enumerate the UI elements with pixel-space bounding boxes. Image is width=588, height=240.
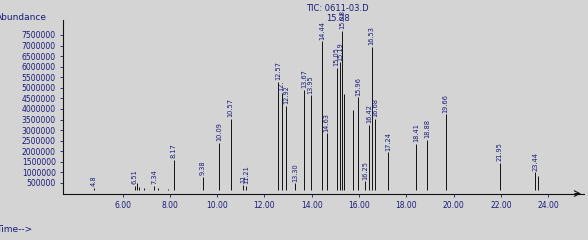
- Text: 8.17: 8.17: [171, 143, 177, 158]
- Text: 9.38: 9.38: [199, 160, 205, 175]
- Text: 16.68: 16.68: [372, 98, 378, 117]
- Text: Abundance: Abundance: [0, 13, 47, 22]
- Text: 23.44: 23.44: [532, 152, 538, 171]
- Text: 14.63: 14.63: [324, 113, 330, 132]
- Text: 11.21: 11.21: [243, 166, 249, 184]
- Text: 18.88: 18.88: [424, 119, 430, 138]
- Text: 15.28: 15.28: [339, 10, 345, 29]
- Text: 18.41: 18.41: [413, 123, 419, 142]
- Text: 15.96: 15.96: [355, 77, 361, 96]
- Text: 12.: 12.: [279, 81, 285, 91]
- Text: 7.34: 7.34: [151, 169, 157, 184]
- Text: 14.44: 14.44: [319, 21, 325, 40]
- Text: 16.25: 16.25: [362, 161, 368, 180]
- Text: 12.92: 12.92: [283, 85, 289, 104]
- Text: 11: 11: [240, 175, 246, 183]
- Text: 4.8: 4.8: [91, 175, 97, 186]
- Text: 21.95: 21.95: [497, 142, 503, 161]
- Text: 16.42: 16.42: [366, 104, 372, 123]
- Text: 13.95: 13.95: [308, 75, 313, 94]
- Text: 15.19: 15.19: [337, 42, 343, 61]
- Text: 10.09: 10.09: [216, 122, 222, 141]
- Text: Time-->: Time-->: [0, 225, 32, 234]
- Text: 12.57: 12.57: [275, 61, 281, 80]
- Text: TIC: 0611-03.D
15.28: TIC: 0611-03.D 15.28: [306, 4, 369, 23]
- Text: 13.67: 13.67: [301, 69, 307, 88]
- Text: 17.24: 17.24: [386, 132, 392, 151]
- Text: 6.51: 6.51: [132, 169, 138, 184]
- Text: 15.05: 15.05: [333, 47, 340, 66]
- Text: 13.30: 13.30: [292, 163, 298, 182]
- Text: 19.66: 19.66: [443, 94, 449, 113]
- Text: 16.53: 16.53: [369, 26, 375, 45]
- Text: 10.57: 10.57: [228, 98, 233, 117]
